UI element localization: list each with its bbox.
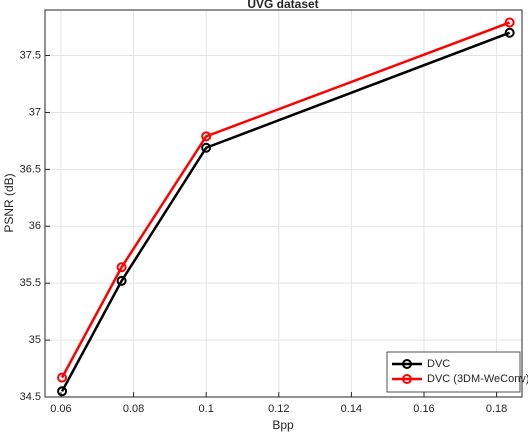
legend-label: DVC (3DM-WeConv) bbox=[427, 373, 528, 385]
y-tick-label: 34.5 bbox=[20, 391, 41, 403]
chart-title: UVG dataset bbox=[247, 0, 318, 11]
data-point bbox=[116, 262, 127, 273]
x-tick-label: 0.1 bbox=[199, 403, 214, 415]
legend-marker bbox=[402, 359, 412, 369]
x-tick-label: 0.18 bbox=[486, 403, 507, 415]
x-tick-label: 0.06 bbox=[50, 403, 71, 415]
data-point bbox=[57, 372, 68, 383]
data-point bbox=[201, 142, 212, 153]
series-line bbox=[60, 21, 511, 379]
plot-area bbox=[45, 10, 522, 397]
x-tick-label: 0.08 bbox=[123, 403, 144, 415]
y-axis-label: PSNR (dB) bbox=[2, 173, 16, 232]
data-point bbox=[504, 17, 515, 28]
series-line bbox=[60, 31, 511, 392]
data-point bbox=[504, 27, 515, 38]
legend-marker bbox=[402, 374, 412, 384]
data-point bbox=[116, 275, 127, 286]
y-tick-label: 37.5 bbox=[20, 49, 41, 61]
x-tick-label: 0.16 bbox=[413, 403, 434, 415]
y-tick-label: 36.5 bbox=[20, 163, 41, 175]
plot-frame bbox=[44, 9, 523, 398]
data-point bbox=[57, 386, 68, 397]
y-tick-label: 37 bbox=[29, 106, 41, 118]
y-tick-label: 35.5 bbox=[20, 277, 41, 289]
legend-label: DVC bbox=[427, 358, 450, 370]
y-tick-label: 35 bbox=[29, 334, 41, 346]
data-point bbox=[201, 131, 212, 142]
legend-box bbox=[386, 351, 521, 393]
x-tick-label: 0.14 bbox=[341, 403, 362, 415]
y-tick-label: 36 bbox=[29, 220, 41, 232]
x-axis-label: Bpp bbox=[272, 418, 294, 432]
x-tick-label: 0.12 bbox=[268, 403, 289, 415]
